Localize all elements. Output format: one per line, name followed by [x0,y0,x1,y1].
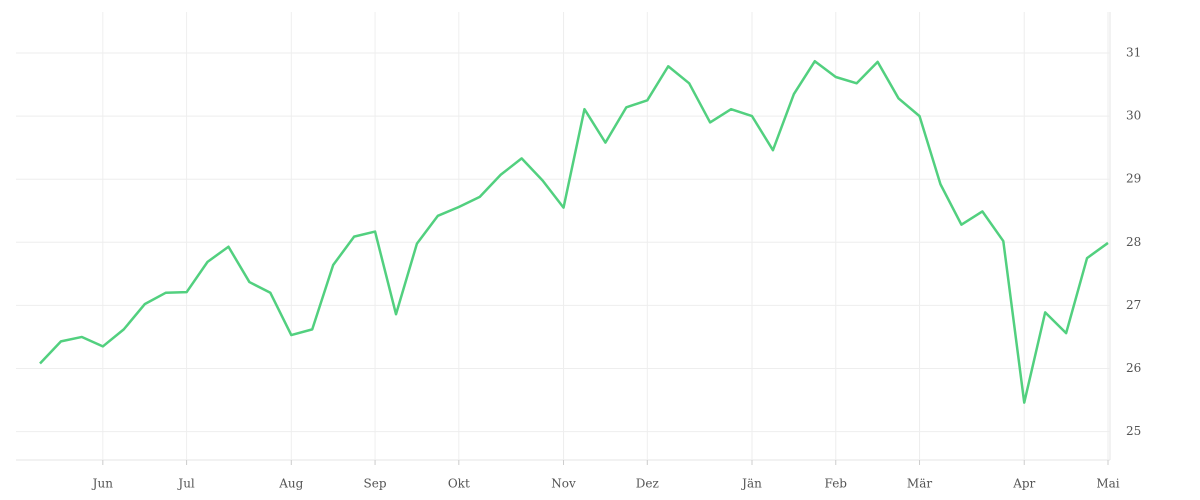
x-tick-label: Apr [1012,477,1035,491]
x-tick-label: Okt [448,477,470,491]
y-tick-label: 31 [1126,46,1141,60]
x-tick-label: Mai [1096,477,1119,491]
line-series [39,59,1109,404]
x-tick-label: Nov [551,477,576,491]
x-tick-label: Aug [278,477,303,491]
x-tick-label: Mär [907,477,932,491]
x-tick-label: Jän [740,477,762,491]
x-tick-label: Feb [825,477,848,491]
x-tick-label: Dez [636,477,659,491]
x-tick-label: Sep [364,477,387,491]
y-tick-label: 26 [1126,361,1141,375]
y-tick-label: 28 [1126,235,1141,249]
y-tick-label: 25 [1126,424,1141,438]
x-tick-label: Jul [176,477,195,491]
y-tick-label: 30 [1126,109,1141,123]
y-tick-label: 27 [1126,298,1141,312]
y-tick-label: 29 [1126,172,1141,186]
x-tick-label: Jun [91,477,114,491]
